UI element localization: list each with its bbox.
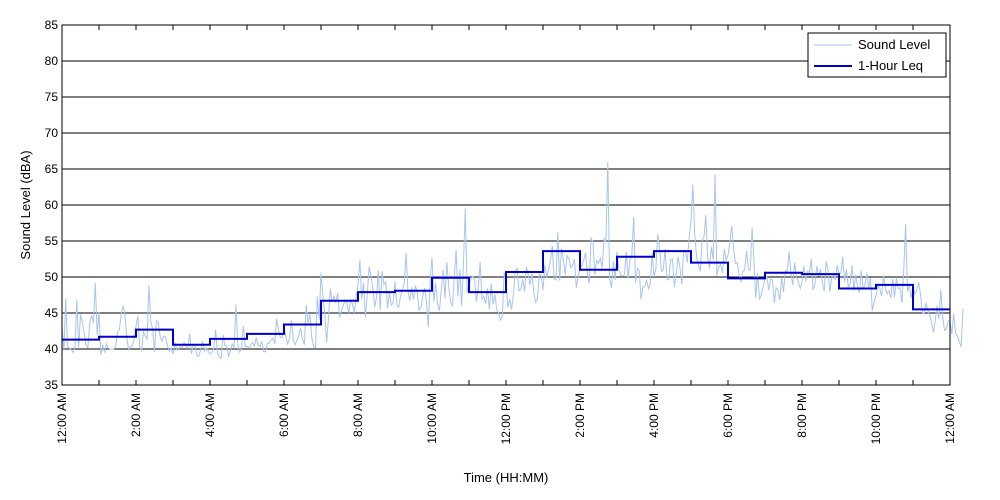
x-tick-marks (61, 25, 951, 385)
plot-frame (61, 24, 951, 386)
x-tick-label: 6:00 AM (277, 393, 291, 437)
x-tick-label: 8:00 PM (795, 393, 809, 438)
y-tick-label: 80 (45, 54, 59, 68)
grid-lines (62, 24, 950, 386)
y-tick-label: 75 (45, 90, 59, 104)
x-tick-labels: 12:00 AM 2:00 AM 4:00 AM 6:00 AM 8:00 AM 10:0… (55, 393, 957, 444)
x-tick-label: 2:00 PM (573, 393, 587, 438)
y-tick-label: 45 (45, 306, 59, 320)
legend-label-sound-level: Sound Level (858, 37, 930, 52)
x-tick-label: 6:00 PM (721, 393, 735, 438)
y-tick-label: 85 (45, 18, 59, 32)
y-tick-label: 35 (45, 378, 59, 392)
x-tick-label: 12:00 AM (943, 393, 957, 444)
leq-step-line (62, 250, 950, 346)
x-tick-label: 8:00 AM (351, 393, 365, 437)
y-tick-label: 65 (45, 162, 59, 176)
y-axis-title: Sound Level (dBA) (18, 150, 33, 259)
y-tick-label: 50 (45, 270, 59, 284)
x-tick-label: 2:00 AM (129, 393, 143, 437)
y-tick-labels: 35 40 45 50 55 60 65 70 75 80 85 (45, 18, 59, 392)
y-tick-label: 40 (45, 342, 59, 356)
sound-level-line (61, 161, 964, 360)
y-tick-label: 55 (45, 234, 59, 248)
x-tick-label: 12:00 AM (55, 393, 69, 444)
x-tick-label: 12:00 PM (499, 393, 513, 444)
x-tick-label: 10:00 PM (869, 393, 883, 444)
y-tick-label: 60 (45, 198, 59, 212)
x-tick-label: 4:00 AM (203, 393, 217, 437)
legend: Sound Level 1-Hour Leq (807, 32, 947, 78)
y-tick-label: 70 (45, 126, 59, 140)
legend-label-leq: 1-Hour Leq (858, 58, 923, 73)
leq-series (62, 250, 950, 346)
legend-box (807, 32, 947, 78)
x-axis-title: Time (HH:MM) (464, 470, 549, 485)
x-tick-label: 10:00 AM (425, 393, 439, 444)
x-tick-label: 4:00 PM (647, 393, 661, 438)
sound-level-series (61, 161, 964, 360)
